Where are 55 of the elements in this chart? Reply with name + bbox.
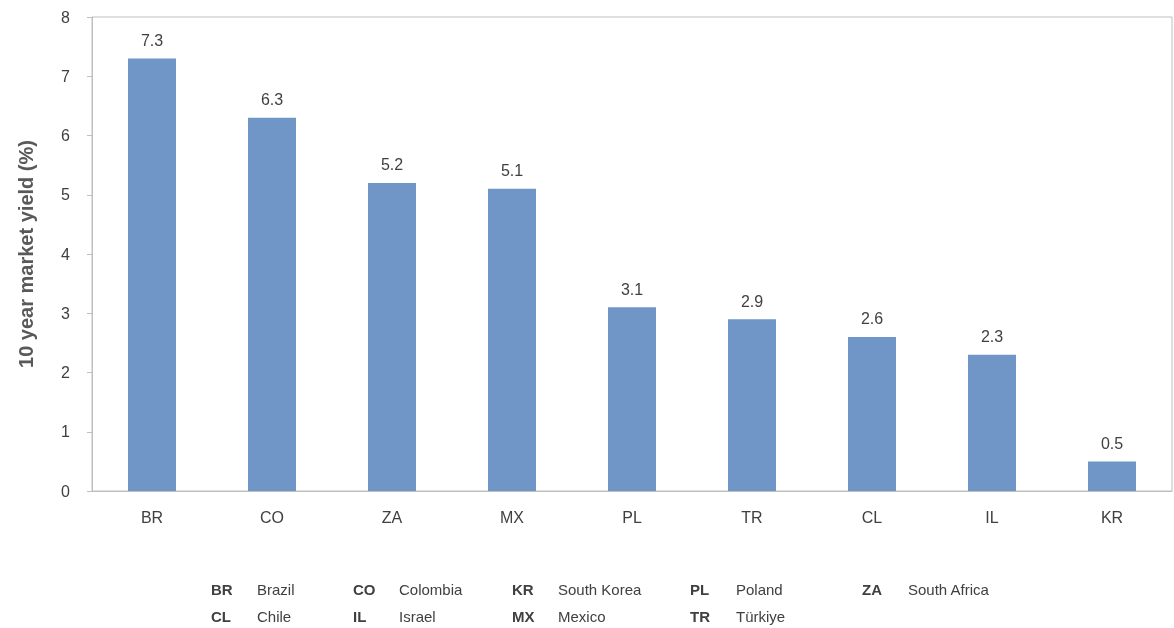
data-label: 2.6: [860, 310, 884, 328]
text: Colombia: [399, 581, 464, 598]
text: Israel: [399, 608, 436, 625]
bar: [728, 319, 776, 491]
data-label: 0.5: [1100, 434, 1124, 452]
text: KR: [512, 581, 534, 598]
y-tick-label: 3: [61, 304, 71, 322]
y-axis-title: 10 year market yield (%): [15, 140, 37, 368]
y-tick-label: 7: [61, 67, 71, 85]
x-tick-label: ZA: [381, 508, 403, 526]
y-tick-label: 5: [61, 186, 71, 204]
x-tick-label: TR: [741, 508, 763, 526]
x-tick-label: IL: [985, 508, 999, 526]
text: CL: [211, 608, 231, 625]
data-label: 5.1: [500, 162, 524, 180]
bar: [1088, 461, 1136, 491]
text: Poland: [736, 581, 783, 598]
text: PL: [690, 581, 710, 598]
x-tick-label: CO: [260, 508, 284, 526]
x-tick-label: CL: [861, 508, 883, 526]
data-label: 5.2: [380, 156, 404, 174]
data-label: 2.9: [740, 292, 764, 310]
text: TR: [690, 608, 711, 625]
y-tick-label: 6: [61, 127, 71, 144]
bar: [128, 58, 176, 491]
bar: [848, 336, 896, 491]
bar: [368, 182, 416, 491]
data-label: 7.3: [140, 31, 164, 49]
x-tick-label: KR: [1100, 508, 1124, 526]
text: South Africa: [908, 581, 990, 598]
text: BR: [211, 581, 233, 598]
y-tick-label: 4: [61, 245, 71, 263]
text: ZA: [862, 581, 883, 598]
text: Türkiye: [736, 608, 786, 625]
y-tick-label: 2: [61, 364, 71, 381]
text: Brazil: [257, 581, 295, 598]
text: South Korea: [558, 581, 643, 598]
bar: [608, 307, 656, 491]
text: Mexico: [558, 608, 606, 625]
y-tick-label: 8: [61, 8, 71, 26]
text: MX: [512, 608, 535, 625]
x-tick-label: BR: [140, 508, 164, 526]
y-tick-label: 0: [61, 482, 71, 500]
text: CO: [353, 581, 376, 598]
bar: [248, 117, 296, 491]
data-label: 6.3: [260, 91, 284, 109]
data-label: 3.1: [620, 280, 644, 298]
text: IL: [353, 608, 367, 625]
y-tick-label: 1: [61, 423, 71, 441]
bar: [488, 188, 536, 491]
x-tick-label: MX: [500, 508, 525, 526]
x-tick-label: PL: [622, 508, 642, 526]
data-label: 2.3: [980, 328, 1004, 346]
text: Chile: [257, 608, 292, 625]
bar: [968, 354, 1016, 491]
